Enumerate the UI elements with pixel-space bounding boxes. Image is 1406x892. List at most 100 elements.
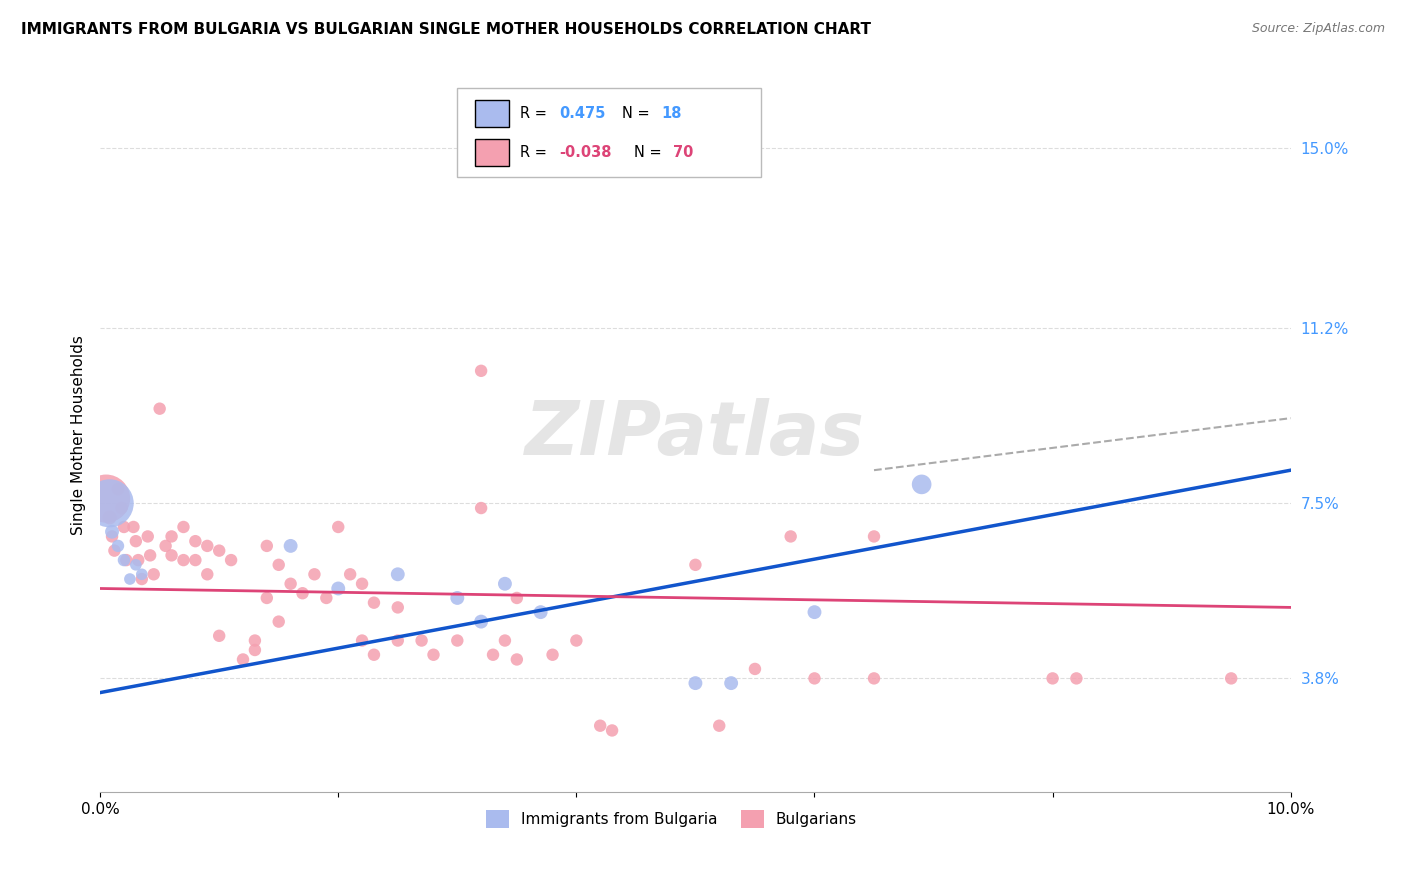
Point	[863, 529, 886, 543]
Point	[208, 629, 231, 643]
Point	[280, 539, 302, 553]
Point	[685, 676, 707, 690]
Point	[243, 633, 266, 648]
Point	[422, 648, 444, 662]
Text: -0.038: -0.038	[560, 145, 612, 160]
Text: N =: N =	[621, 106, 654, 121]
Point	[411, 633, 433, 648]
Point	[541, 648, 564, 662]
Point	[803, 672, 825, 686]
Point	[122, 520, 145, 534]
Point	[304, 567, 326, 582]
Point	[131, 572, 153, 586]
Point	[600, 723, 623, 738]
Point	[110, 501, 132, 516]
Point	[172, 520, 194, 534]
Point	[1220, 672, 1243, 686]
Point	[160, 549, 183, 563]
Point	[115, 553, 138, 567]
Point	[280, 576, 302, 591]
Point	[685, 558, 707, 572]
Point	[352, 633, 374, 648]
Point	[803, 605, 825, 619]
Point	[208, 543, 231, 558]
Point	[387, 567, 409, 582]
Point	[470, 501, 492, 516]
Text: N =: N =	[634, 145, 666, 160]
Point	[256, 539, 278, 553]
Text: 18: 18	[661, 106, 682, 121]
Point	[243, 643, 266, 657]
Point	[139, 549, 162, 563]
Point	[470, 615, 492, 629]
Point	[506, 652, 529, 666]
Point	[98, 510, 121, 524]
Point	[256, 591, 278, 605]
Point	[118, 572, 141, 586]
Point	[589, 719, 612, 733]
Point	[387, 600, 409, 615]
Point	[103, 543, 125, 558]
Legend: Immigrants from Bulgaria, Bulgarians: Immigrants from Bulgaria, Bulgarians	[479, 804, 863, 834]
Point	[94, 491, 117, 506]
Text: ZIPatlas: ZIPatlas	[526, 398, 866, 471]
Point	[184, 534, 207, 549]
Point	[328, 520, 350, 534]
Point	[863, 672, 886, 686]
Point	[155, 539, 177, 553]
Point	[160, 529, 183, 543]
Point	[530, 605, 553, 619]
Point	[112, 520, 135, 534]
Point	[267, 558, 290, 572]
Point	[125, 534, 148, 549]
Point	[1042, 672, 1064, 686]
Point	[195, 567, 218, 582]
Text: 0.475: 0.475	[560, 106, 606, 121]
Point	[172, 553, 194, 567]
Point	[98, 496, 121, 510]
Point	[339, 567, 361, 582]
Point	[779, 529, 801, 543]
Point	[127, 553, 149, 567]
Point	[232, 652, 254, 666]
Point	[1066, 672, 1088, 686]
Point	[387, 633, 409, 648]
Point	[565, 633, 588, 648]
Point	[494, 576, 516, 591]
Point	[136, 529, 159, 543]
Point	[720, 676, 742, 690]
Point	[363, 648, 385, 662]
Point	[494, 633, 516, 648]
Point	[107, 482, 129, 496]
Point	[291, 586, 314, 600]
Point	[352, 576, 374, 591]
Point	[112, 553, 135, 567]
Point	[107, 539, 129, 553]
FancyBboxPatch shape	[475, 100, 509, 127]
Point	[470, 364, 492, 378]
Point	[328, 582, 350, 596]
FancyBboxPatch shape	[457, 88, 761, 178]
Point	[363, 596, 385, 610]
Point	[219, 553, 242, 567]
Point	[101, 529, 124, 543]
Y-axis label: Single Mother Households: Single Mother Households	[72, 334, 86, 534]
Point	[267, 615, 290, 629]
Point	[131, 567, 153, 582]
Text: R =: R =	[520, 145, 553, 160]
Point	[195, 539, 218, 553]
Point	[142, 567, 165, 582]
Point	[315, 591, 337, 605]
Text: R =: R =	[520, 106, 553, 121]
Point	[482, 648, 505, 662]
Point	[149, 401, 172, 416]
Text: Source: ZipAtlas.com: Source: ZipAtlas.com	[1251, 22, 1385, 36]
Text: 70: 70	[673, 145, 693, 160]
Point	[506, 591, 529, 605]
Point	[446, 591, 468, 605]
Point	[184, 553, 207, 567]
Point	[125, 558, 148, 572]
Point	[911, 477, 934, 491]
Point	[446, 633, 468, 648]
Point	[101, 524, 124, 539]
